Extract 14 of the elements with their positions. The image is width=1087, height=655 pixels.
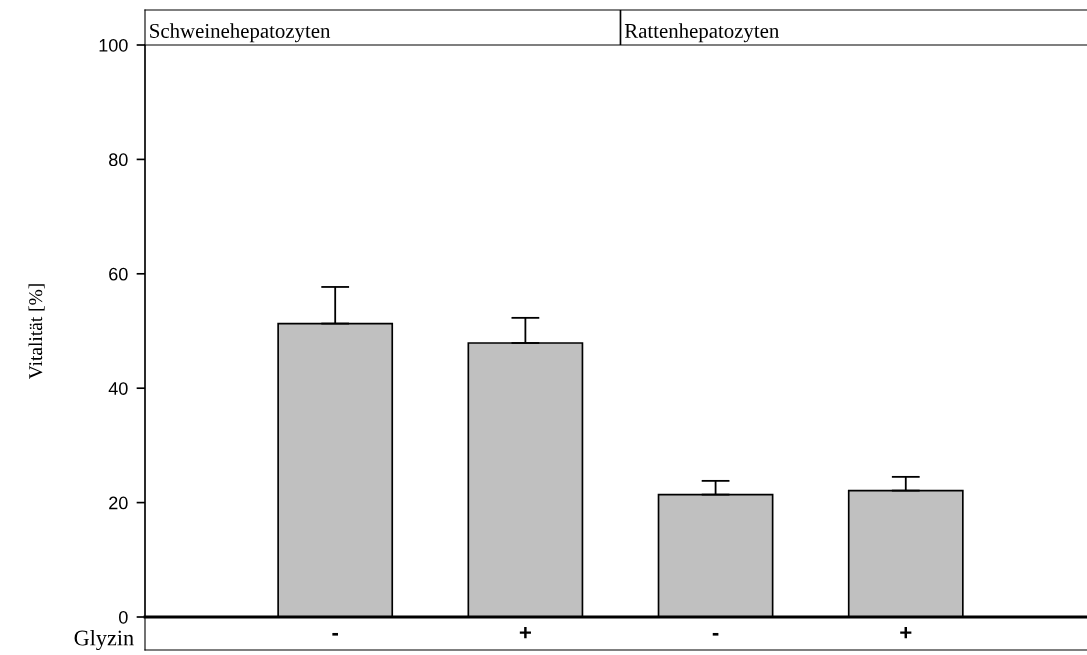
y-tick-label: 100	[99, 38, 128, 52]
y-tick-label: 80	[109, 153, 128, 167]
x-tick-label: +	[519, 627, 531, 639]
x-tick-label: +	[900, 627, 912, 639]
x-axis-title: Glyzin	[74, 629, 134, 651]
text: Schweinehepatozyten	[150, 23, 331, 43]
x-tick-label: -	[712, 632, 719, 636]
y-axis-title: Vitalität [%]	[28, 284, 45, 380]
text: Rattenhepatozyten	[624, 23, 779, 43]
y-tick-label: 60	[109, 267, 128, 281]
y-tick-label: 20	[109, 496, 128, 510]
y-tick-label: 40	[108, 382, 128, 395]
y-tick-label: 0	[119, 610, 128, 624]
x-tick-label: -	[332, 632, 338, 636]
